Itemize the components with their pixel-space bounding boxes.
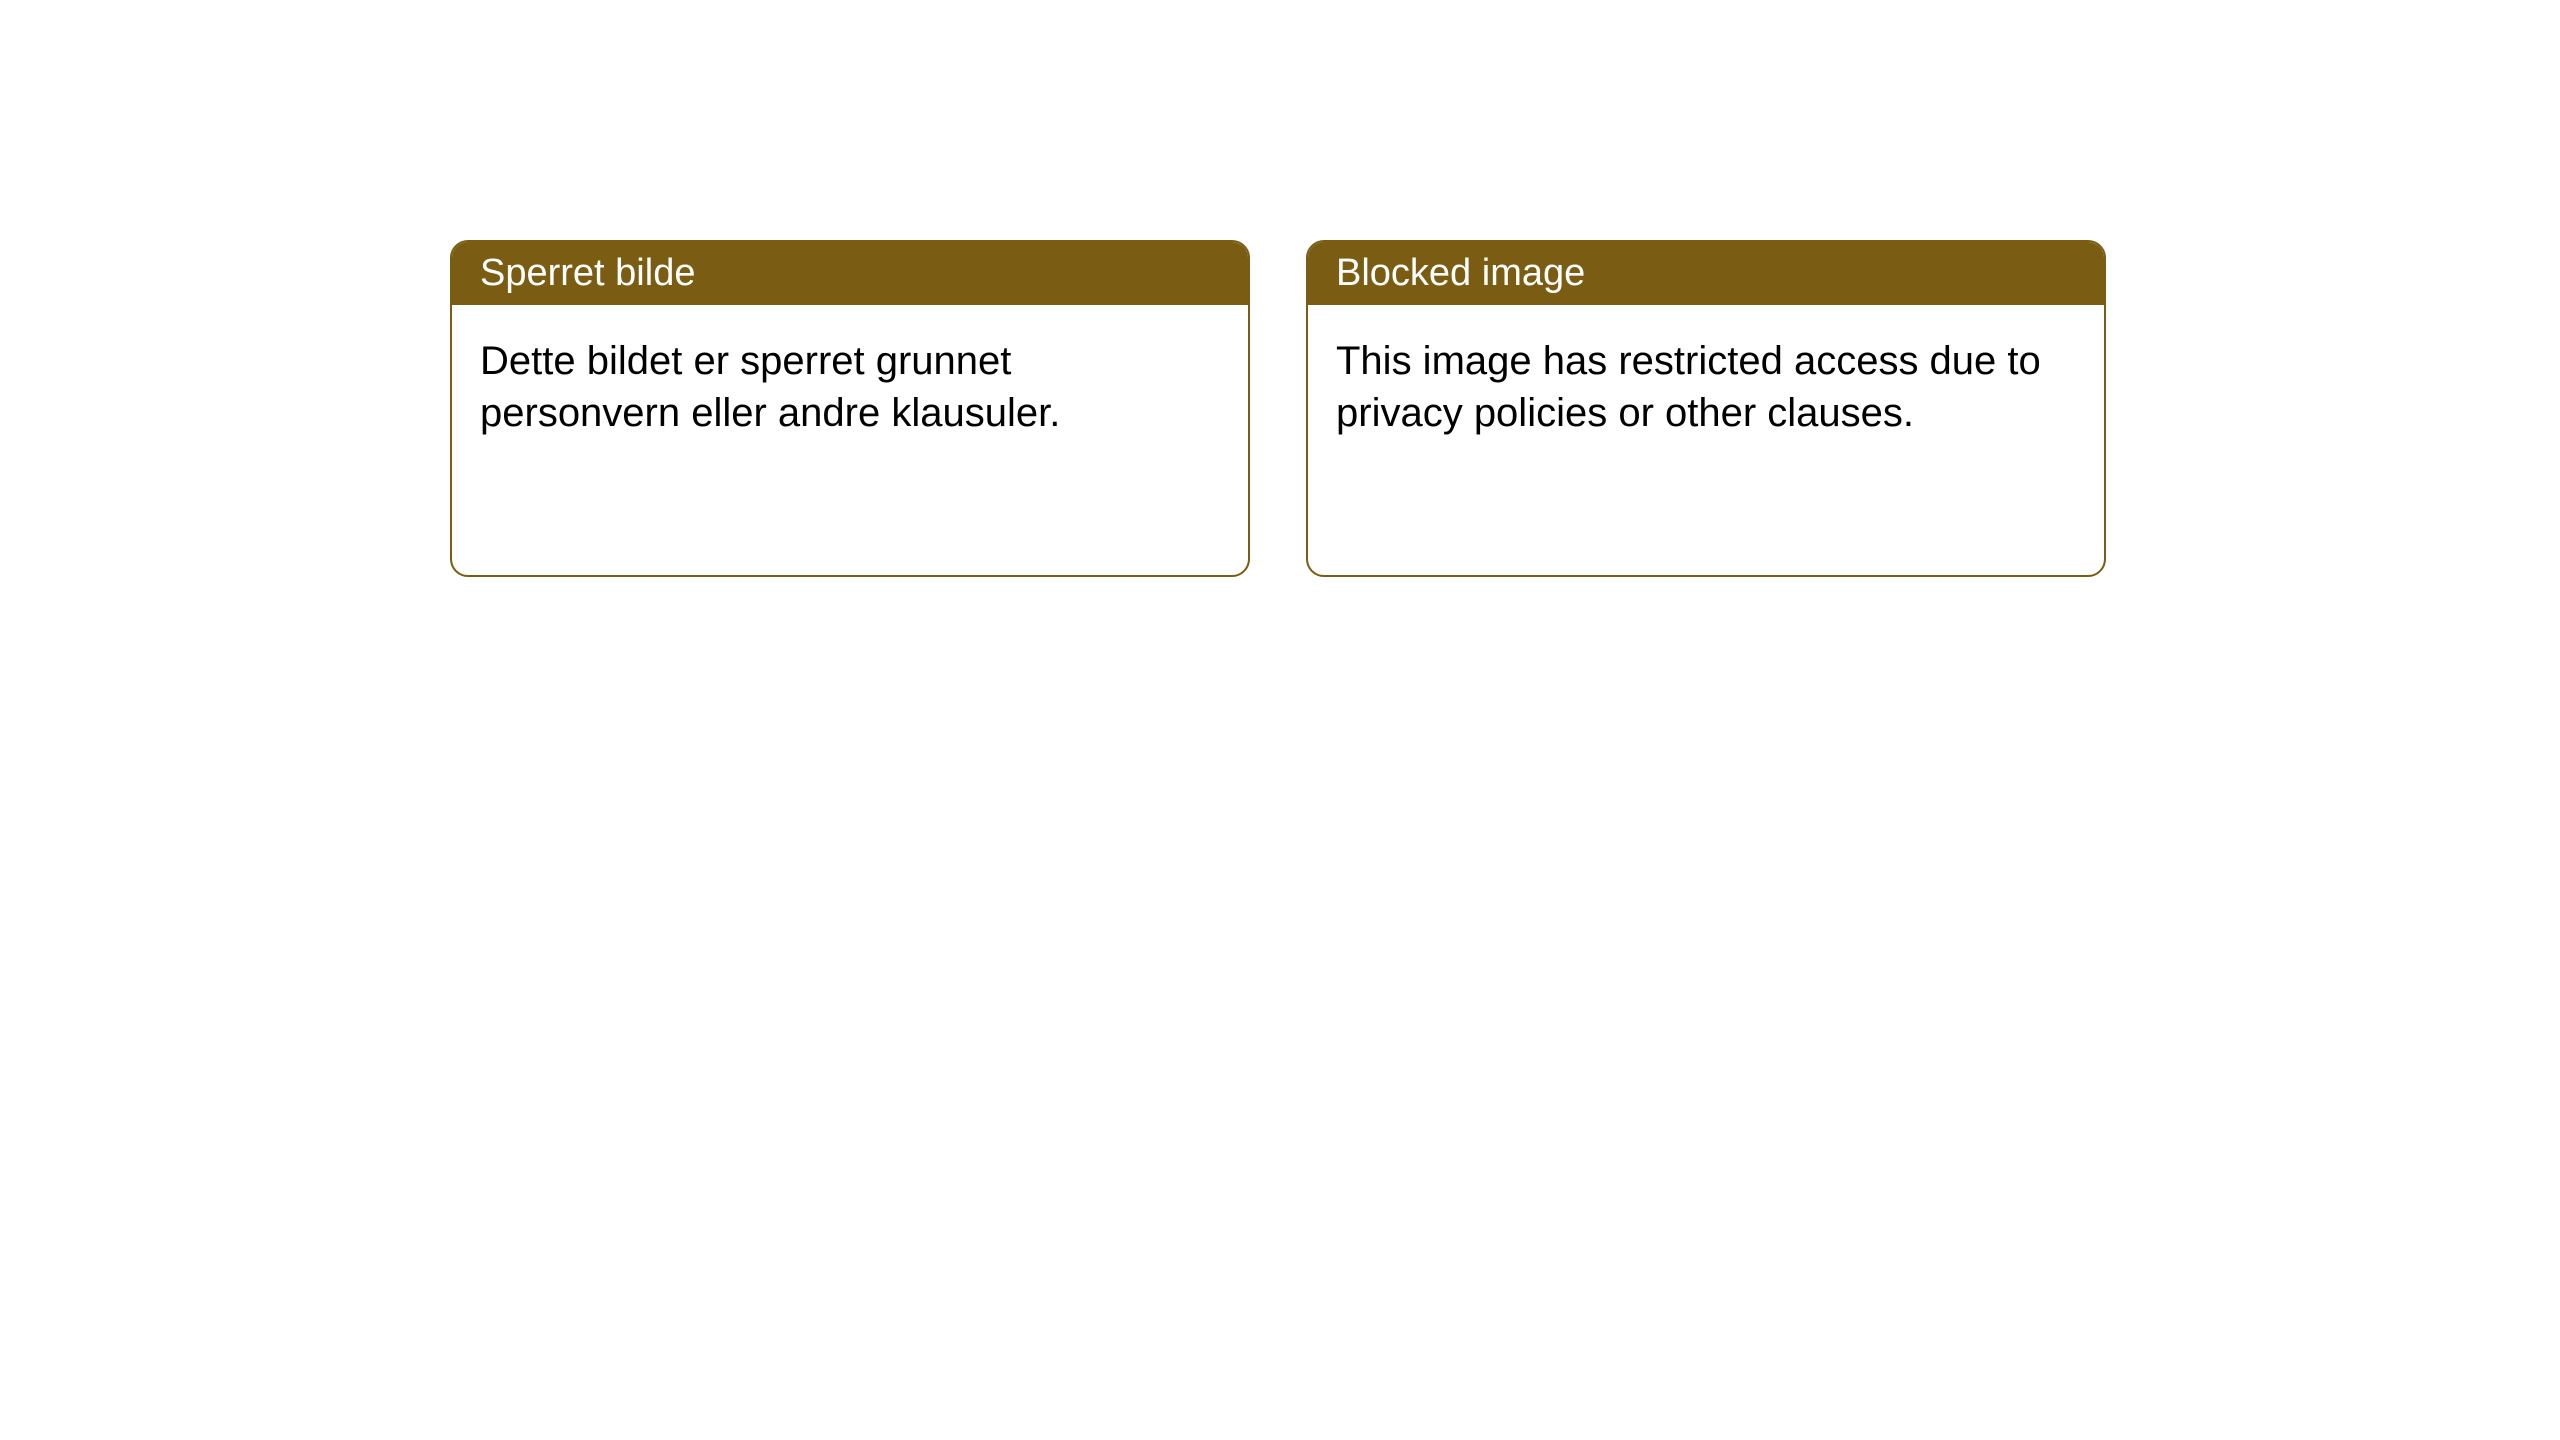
notice-card-no: Sperret bilde Dette bildet er sperret gr… [450,240,1250,577]
notice-card-en: Blocked image This image has restricted … [1306,240,2106,577]
notice-card-body: This image has restricted access due to … [1308,305,2104,575]
notice-card-title: Sperret bilde [452,242,1248,305]
notice-card-title: Blocked image [1308,242,2104,305]
notice-card-body: Dette bildet er sperret grunnet personve… [452,305,1248,575]
notice-container: Sperret bilde Dette bildet er sperret gr… [450,240,2106,577]
